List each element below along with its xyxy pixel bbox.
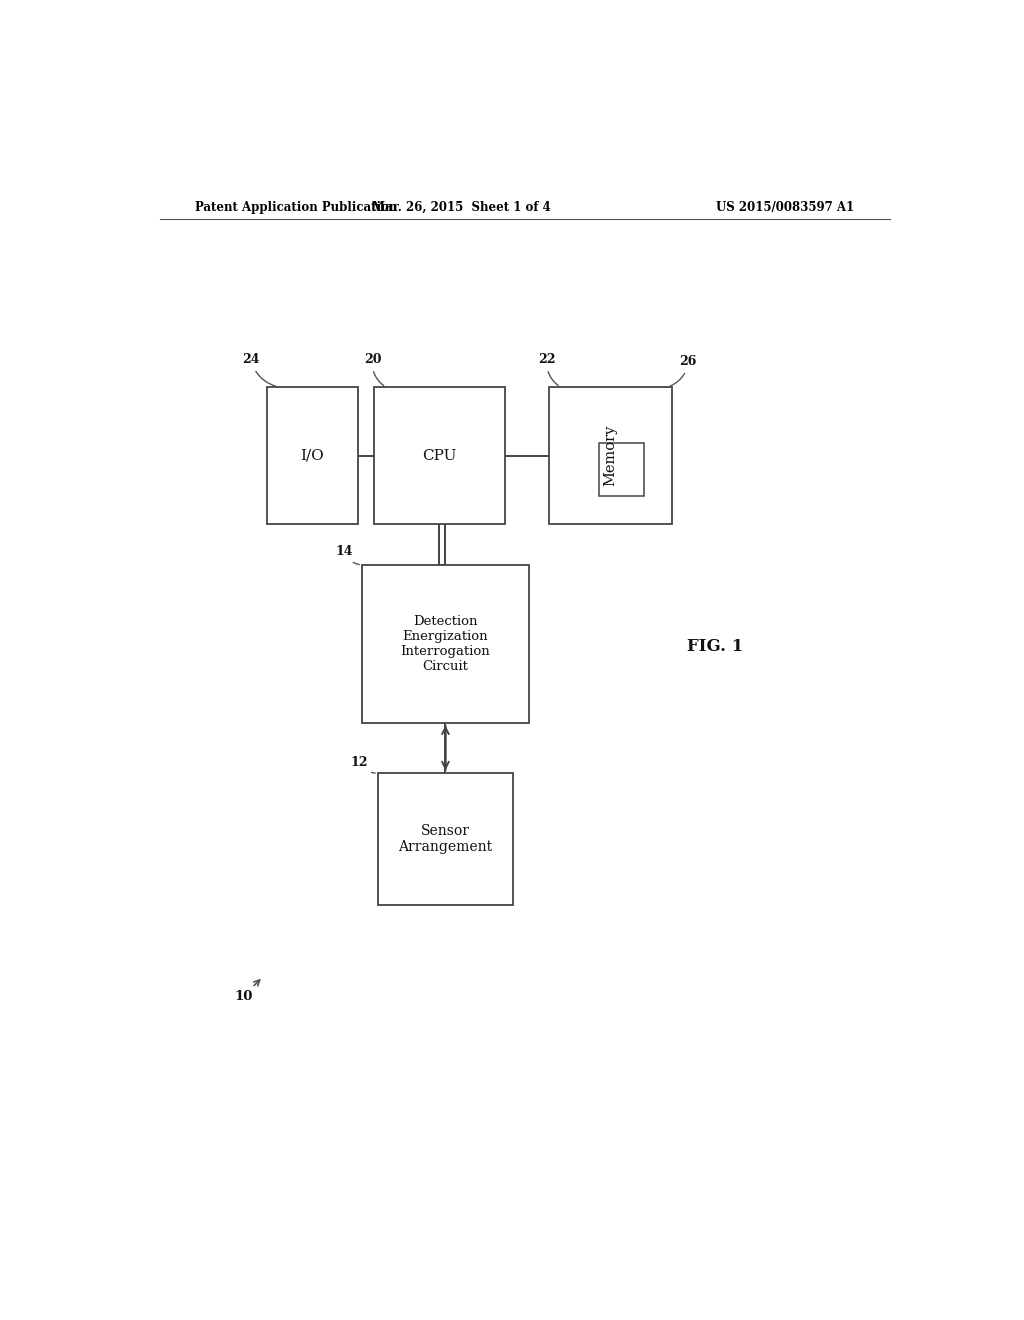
Bar [374, 387, 505, 524]
Text: 22: 22 [539, 354, 558, 385]
Text: FIG. 1: FIG. 1 [687, 638, 743, 655]
Text: Memory: Memory [603, 425, 617, 486]
Text: 12: 12 [351, 755, 375, 774]
Text: I/O: I/O [301, 449, 325, 463]
FancyArrowPatch shape [442, 725, 449, 768]
Bar [599, 444, 644, 496]
Bar [549, 387, 672, 524]
Text: 24: 24 [243, 354, 276, 387]
Text: 10: 10 [233, 979, 260, 1003]
Text: Mar. 26, 2015  Sheet 1 of 4: Mar. 26, 2015 Sheet 1 of 4 [372, 201, 551, 214]
Text: 20: 20 [364, 354, 384, 385]
Text: CPU: CPU [422, 449, 457, 463]
FancyArrowPatch shape [442, 727, 449, 771]
Text: Patent Application Publication: Patent Application Publication [196, 201, 398, 214]
Text: Detection
Energization
Interrogation
Circuit: Detection Energization Interrogation Cir… [400, 615, 490, 673]
Text: 14: 14 [335, 545, 359, 565]
Bar [267, 387, 358, 524]
Bar [362, 565, 528, 722]
Text: 26: 26 [671, 355, 697, 385]
Text: Sensor
Arrangement: Sensor Arrangement [398, 824, 493, 854]
Text: US 2015/0083597 A1: US 2015/0083597 A1 [716, 201, 854, 214]
Bar [378, 774, 513, 906]
